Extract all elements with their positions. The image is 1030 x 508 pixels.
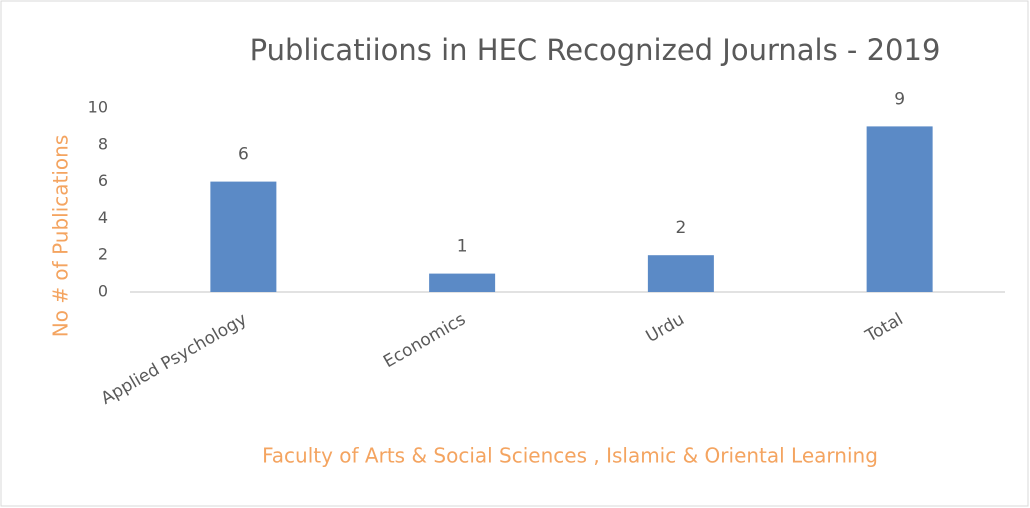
y-tick-label: 8 <box>98 134 108 153</box>
y-tick-label: 10 <box>88 98 108 117</box>
bar <box>210 181 277 292</box>
y-tick-label: 0 <box>98 282 108 301</box>
data-label: 9 <box>894 89 905 109</box>
y-axis-label: No # of Publications <box>49 135 73 337</box>
data-label: 6 <box>238 145 249 165</box>
y-tick-label: 6 <box>98 171 108 190</box>
x-axis-label: Faculty of Arts & Social Sciences , Isla… <box>262 444 878 468</box>
bar <box>866 126 933 293</box>
chart-title: Publicatiions in HEC Recognized Journals… <box>250 33 941 67</box>
data-label: 1 <box>457 237 468 257</box>
y-tick-label: 4 <box>98 208 108 227</box>
data-label: 2 <box>675 218 686 238</box>
bar <box>429 273 496 292</box>
y-tick-label: 2 <box>98 245 108 264</box>
bar <box>647 255 714 292</box>
